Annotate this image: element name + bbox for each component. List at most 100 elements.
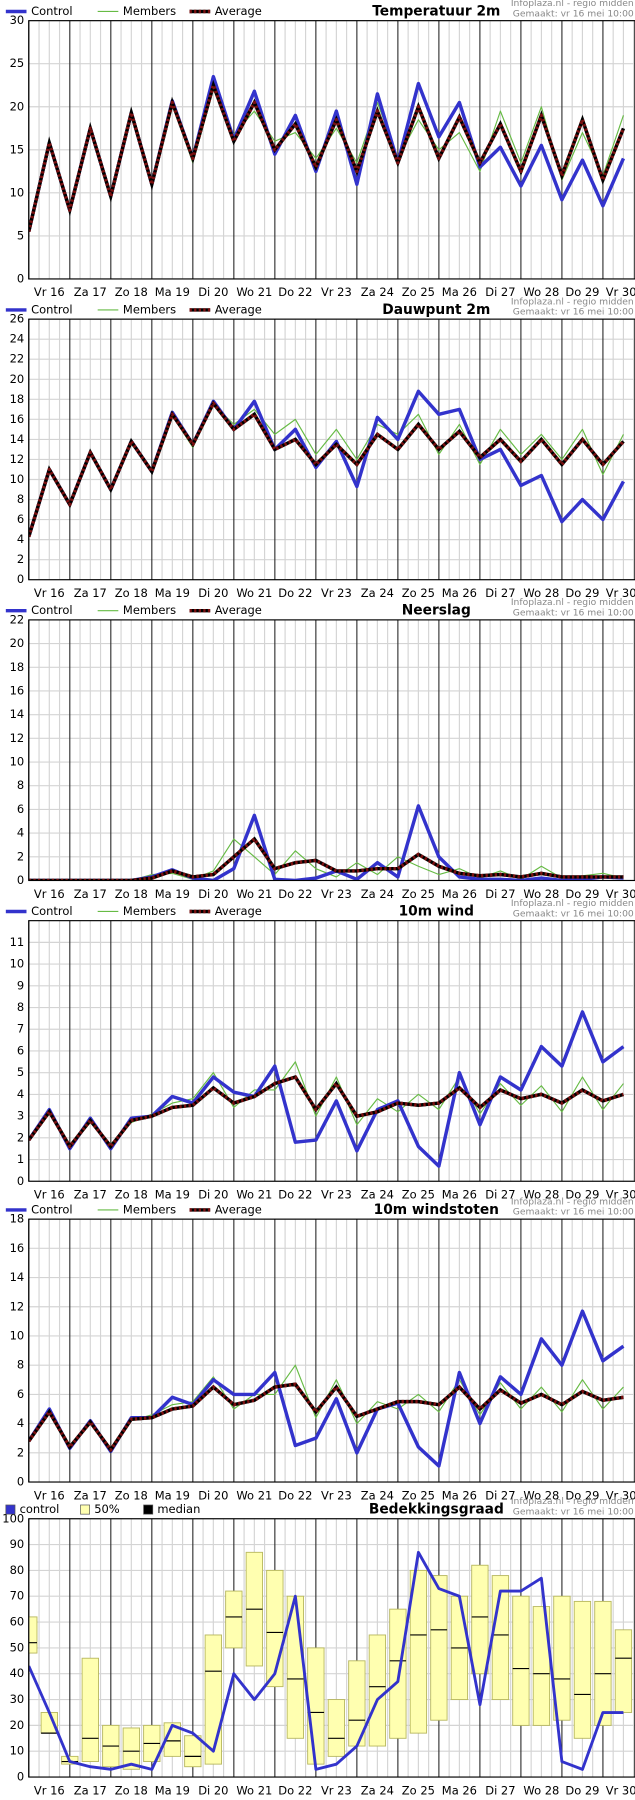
- made-note: Gemaakt: vr 16 mei 10:00: [513, 908, 634, 919]
- iqr-box: [573, 1600, 592, 1739]
- series-line: [28, 837, 624, 881]
- x-tick-label: Za 17: [74, 285, 107, 299]
- iqr-box: [307, 1647, 325, 1765]
- x-tick-label: Wo 28: [523, 586, 559, 600]
- x-tick-label: Do 22: [278, 285, 312, 299]
- legend-label: Control: [31, 904, 72, 918]
- made-note: Gemaakt: vr 16 mei 10:00: [513, 1207, 634, 1218]
- plot-marks: [28, 389, 625, 538]
- y-tick-label: 8: [17, 492, 24, 506]
- source-note: Infoplaza.nl - regio midden: [511, 1196, 634, 1207]
- iqr-box: [184, 1735, 202, 1768]
- x-tick-label: Za 17: [74, 586, 107, 600]
- x-tick-label: Vr 23: [321, 1188, 352, 1202]
- y-tick-label: 10: [10, 1744, 25, 1758]
- x-tick-label: Zo 25: [402, 285, 435, 299]
- y-tick-label: 6: [17, 512, 24, 526]
- x-tick-label: Do 22: [278, 1188, 312, 1202]
- x-tick-label: Do 29: [565, 285, 599, 299]
- x-tick-label: Ma 19: [155, 1783, 190, 1797]
- y-tick-label: 20: [10, 99, 25, 113]
- series-line: [28, 1382, 624, 1452]
- y-tick-label: 22: [10, 352, 25, 366]
- y-tick-label: 90: [10, 1537, 25, 1551]
- x-tick-label: Wo 28: [523, 887, 559, 901]
- legend-label: Control: [31, 302, 72, 316]
- x-tick-label: Di 20: [198, 1783, 228, 1797]
- y-tick-label: 0: [17, 1475, 24, 1489]
- legend-swatch: [80, 1504, 90, 1515]
- x-tick-label: Vr 30: [606, 887, 635, 901]
- x-tick-label: Do 22: [278, 1488, 312, 1502]
- y-tick-label: 14: [10, 432, 25, 446]
- legend-label: Control: [31, 1202, 72, 1216]
- x-tick-label: Za 24: [361, 285, 394, 299]
- x-tick-label: Di 27: [485, 1783, 515, 1797]
- iqr-box: [122, 1727, 140, 1770]
- y-tick-label: 10: [10, 1328, 25, 1342]
- y-tick-label: 30: [10, 1692, 25, 1706]
- x-tick-label: Zo 18: [115, 1188, 148, 1202]
- x-tick-label: Vr 30: [606, 285, 635, 299]
- x-tick-label: Wo 28: [523, 1188, 559, 1202]
- y-tick-label: 20: [10, 1718, 25, 1732]
- x-tick-label: Vr 23: [321, 887, 352, 901]
- chart-title: 10m wind: [399, 903, 474, 919]
- y-tick-label: 25: [10, 56, 25, 70]
- x-tick-label: Zo 18: [115, 887, 148, 901]
- x-tick-label: Za 24: [361, 586, 394, 600]
- x-tick-label: Zo 18: [115, 1783, 148, 1797]
- iqr-box: [512, 1595, 530, 1726]
- iqr-box: [532, 1606, 551, 1726]
- x-tick-label: Ma 26: [442, 887, 477, 901]
- chart-panel: 0 5 10 15 20 25 30 Vr 16 Za 17 Zo 18 Ma 19 Di 20 Wo …: [5, 0, 635, 299]
- x-tick-label: Vr 23: [321, 586, 352, 600]
- plot-area: [28, 619, 635, 881]
- y-tick-label: 30: [10, 13, 25, 27]
- y-tick-label: 11: [10, 935, 25, 949]
- x-tick-label: Do 22: [278, 1783, 312, 1797]
- legend-label: Members: [123, 4, 176, 18]
- iqr-box: [409, 1569, 428, 1734]
- legend-label: Members: [123, 603, 176, 617]
- x-tick-label: Vr 16: [34, 887, 65, 901]
- x-tick-label: Ma 19: [155, 1488, 190, 1502]
- x-tick-label: Wo 21: [236, 285, 272, 299]
- y-tick-label: 20: [10, 636, 25, 650]
- x-tick-label: Zo 25: [402, 1488, 435, 1502]
- x-tick-label: Di 27: [485, 586, 515, 600]
- y-tick-label: 12: [10, 731, 25, 745]
- iqr-box: [368, 1634, 387, 1747]
- x-tick-label: Zo 25: [402, 887, 435, 901]
- legend-label: Average: [215, 904, 262, 918]
- iqr-box: [430, 1575, 448, 1721]
- x-tick-label: Zo 18: [115, 285, 148, 299]
- y-tick-label: 50: [10, 1640, 25, 1654]
- legend-swatch: [5, 1504, 16, 1515]
- y-tick-label: 2: [17, 552, 24, 566]
- x-tick-label: Do 29: [565, 1188, 599, 1202]
- y-tick-label: 0: [17, 572, 24, 586]
- y-tick-label: 4: [17, 532, 24, 546]
- y-tick-label: 4: [17, 826, 24, 840]
- x-tick-label: Zo 18: [115, 1488, 148, 1502]
- series-line: [28, 83, 626, 233]
- x-tick-label: Vr 16: [34, 285, 65, 299]
- chart-title: 10m windstoten: [374, 1202, 499, 1218]
- chart-title: Bedekkingsgraad: [369, 1502, 504, 1518]
- x-tick-label: Vr 23: [321, 1488, 352, 1502]
- x-tick-label: Vr 16: [34, 1488, 65, 1502]
- source-note: Infoplaza.nl - regio midden: [511, 1496, 634, 1507]
- y-tick-label: 4: [17, 1087, 24, 1101]
- y-tick-label: 10: [10, 472, 25, 486]
- x-tick-label: Za 17: [74, 1783, 107, 1797]
- legend-label: Members: [123, 904, 176, 918]
- x-tick-label: Ma 26: [442, 586, 477, 600]
- x-tick-label: Di 27: [485, 887, 515, 901]
- x-tick-label: Vr 16: [34, 1783, 65, 1797]
- series-line: [28, 1075, 624, 1149]
- x-tick-label: Di 27: [485, 285, 515, 299]
- y-tick-label: 8: [17, 1358, 24, 1372]
- x-tick-label: Ma 26: [442, 1188, 477, 1202]
- legend-label: Control: [31, 603, 72, 617]
